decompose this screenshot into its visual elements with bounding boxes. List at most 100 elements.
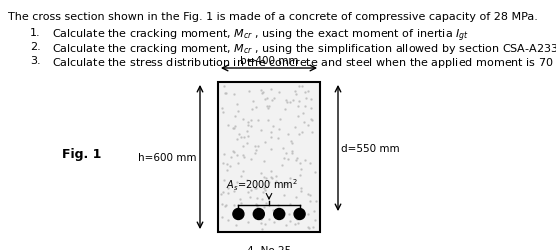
Point [285,212,294,216]
Point [261,184,270,188]
Point [293,156,302,160]
Point [287,151,296,155]
Point [307,130,316,134]
Point [239,153,247,157]
Text: 1.: 1. [30,28,41,38]
Point [225,164,234,168]
Point [292,195,301,199]
Point [253,144,262,148]
Point [252,202,261,206]
Point [308,119,317,123]
Point [310,170,319,174]
Point [224,123,232,127]
Point [274,212,282,216]
Point [297,167,306,171]
Point [280,156,289,160]
Point [243,121,252,125]
Point [256,222,265,226]
Point [267,170,276,173]
Point [293,217,302,221]
Point [281,151,290,155]
Point [217,202,226,206]
Point [259,91,268,95]
Point [230,189,239,193]
Point [228,150,237,154]
Point [242,141,251,145]
Point [261,188,270,192]
Point [297,131,306,135]
Point [250,144,259,148]
Point [294,100,303,103]
Point [244,190,252,194]
Point [229,203,238,207]
Point [280,193,289,197]
Point [304,226,313,230]
Point [252,186,261,190]
Circle shape [274,209,285,220]
Text: Calculate the stress distribution in the concrete and steel when the applied mom: Calculate the stress distribution in the… [52,56,556,70]
Point [254,118,262,122]
Point [232,103,241,107]
Point [259,190,267,194]
Point [243,220,252,224]
Point [246,119,255,123]
Point [221,91,230,95]
Point [280,212,289,216]
Point [260,205,269,209]
Point [239,144,248,148]
Point [294,221,302,225]
Point [295,84,304,88]
Point [261,222,270,226]
Point [305,162,314,166]
Point [304,212,312,216]
Point [251,148,260,152]
Point [257,217,266,221]
Text: 4- No 25: 4- No 25 [247,245,291,250]
Text: 3.: 3. [30,56,41,66]
Point [266,175,275,179]
Point [239,169,247,173]
Point [284,157,292,161]
Point [290,212,299,216]
Point [267,148,276,152]
Point [243,129,252,133]
Point [251,186,260,190]
Point [249,99,257,103]
Point [267,135,276,139]
Point [222,91,231,95]
Point [230,126,239,130]
Text: Fig. 1: Fig. 1 [62,148,101,161]
Point [261,141,270,145]
Point [257,92,266,96]
Point [233,180,242,184]
Point [244,89,253,93]
Point [227,156,236,160]
Point [281,99,290,103]
Point [236,174,245,178]
Point [236,198,245,202]
Point [224,192,233,196]
Point [261,201,270,205]
Point [296,186,305,190]
Text: The cross section shown in the Fig. 1 is made of a concrete of compressive capac: The cross section shown in the Fig. 1 is… [8,12,538,22]
Point [291,90,300,94]
Point [305,200,314,203]
Point [302,97,311,101]
Point [289,99,297,103]
Point [312,200,321,203]
Point [286,176,295,180]
Point [260,160,269,164]
Point [240,155,249,159]
Text: $A_s$=2000 mm$^2$: $A_s$=2000 mm$^2$ [226,177,298,192]
Point [294,133,303,137]
Point [294,105,302,109]
Point [238,118,247,122]
Point [288,142,297,146]
Point [245,195,254,199]
Point [269,208,277,212]
Point [253,204,262,208]
Point [235,133,244,137]
Point [301,90,310,94]
Point [233,137,242,141]
Point [275,209,284,213]
